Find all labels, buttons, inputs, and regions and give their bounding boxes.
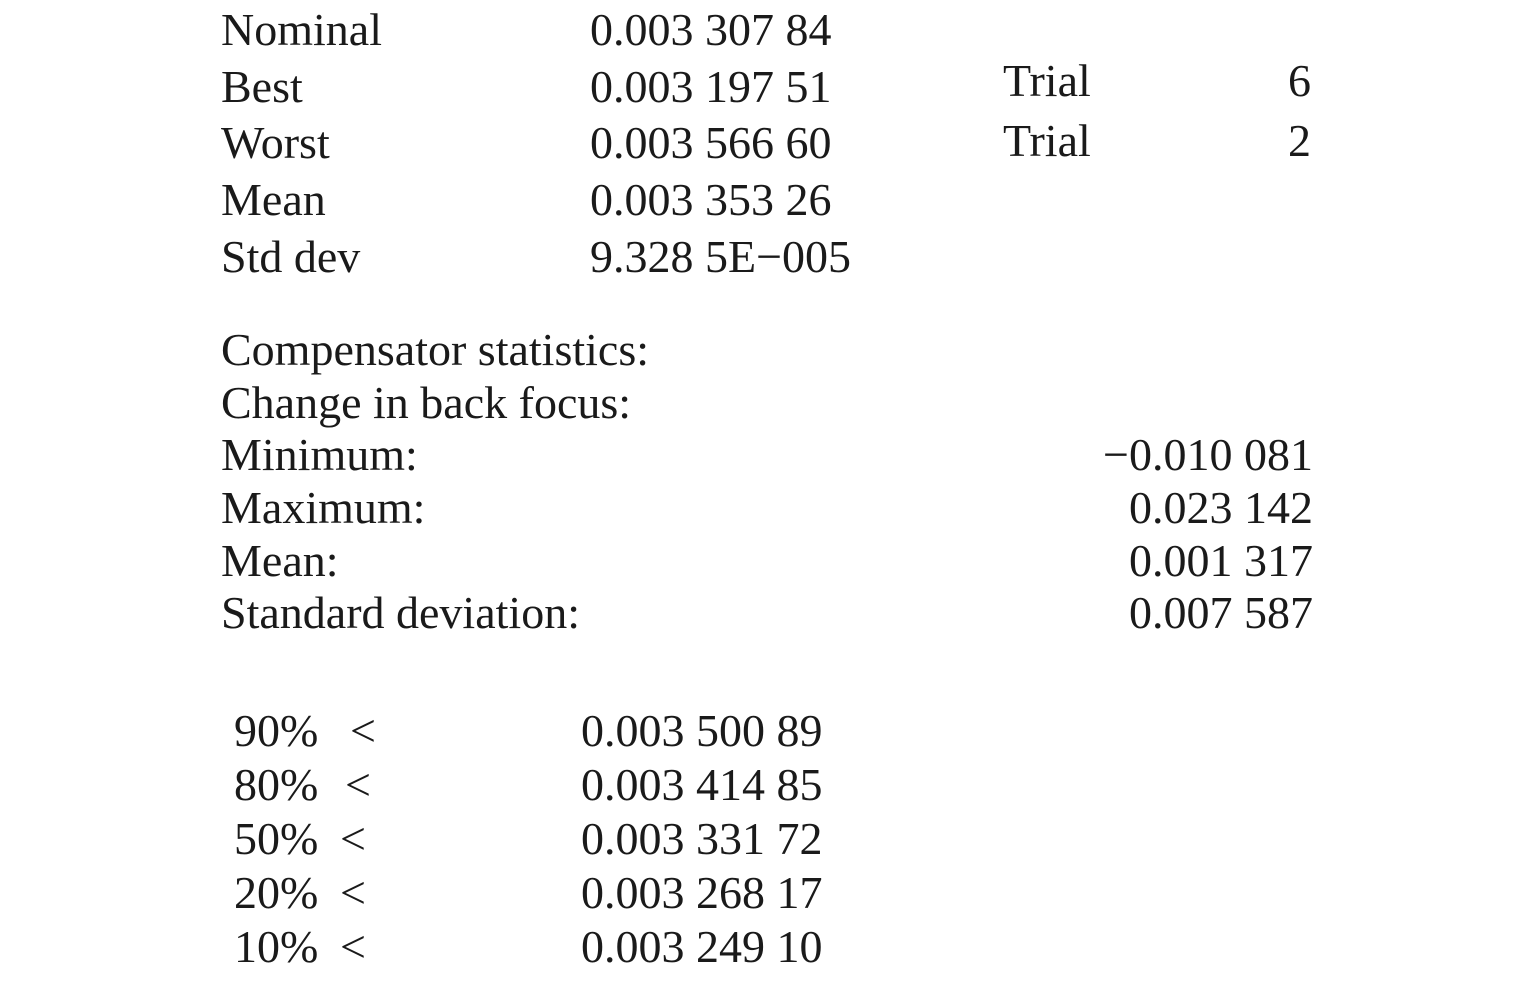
- compensator-heading: Compensator statistics:: [221, 324, 650, 375]
- compensator-label-mean: Mean:: [221, 535, 339, 586]
- percentile-value-80: 0.003 414 85: [581, 759, 823, 810]
- compensator-value-minimum: −0.010 081: [1103, 429, 1313, 480]
- percentile-symbol-20: <: [340, 867, 366, 918]
- percentile-symbol-10: <: [340, 921, 366, 972]
- stat-value-nominal: 0.003 307 84: [590, 4, 832, 55]
- stat-trial-number-worst: 2: [1288, 115, 1311, 166]
- percentile-symbol-80: <: [345, 759, 371, 810]
- percentile-value-50: 0.003 331 72: [581, 813, 823, 864]
- stat-value-std-dev: 9.328 5E−005: [590, 231, 852, 282]
- percentile-label-50: 50%: [234, 813, 319, 864]
- compensator-label-minimum: Minimum:: [221, 429, 418, 480]
- compensator-label-maximum: Maximum:: [221, 482, 426, 533]
- compensator-label-std-dev: Standard deviation:: [221, 587, 580, 638]
- stat-trial-label-best: Trial: [1003, 55, 1091, 106]
- compensator-subheading: Change in back focus:: [221, 377, 632, 428]
- stat-label-std-dev: Std dev: [221, 231, 361, 282]
- percentile-label-80: 80%: [234, 759, 319, 810]
- percentile-symbol-50: <: [340, 813, 366, 864]
- compensator-value-mean: 0.001 317: [1129, 535, 1313, 586]
- stat-label-mean: Mean: [221, 174, 326, 225]
- percentile-label-10: 10%: [234, 921, 319, 972]
- stat-label-worst: Worst: [221, 117, 330, 168]
- compensator-value-maximum: 0.023 142: [1129, 482, 1313, 533]
- percentile-value-20: 0.003 268 17: [581, 867, 823, 918]
- stat-label-best: Best: [221, 61, 303, 112]
- stat-value-worst: 0.003 566 60: [590, 117, 832, 168]
- stat-trial-number-best: 6: [1288, 55, 1311, 106]
- stat-value-best: 0.003 197 51: [590, 61, 832, 112]
- percentile-value-10: 0.003 249 10: [581, 921, 823, 972]
- percentile-label-20: 20%: [234, 867, 319, 918]
- stat-label-nominal: Nominal: [221, 4, 382, 55]
- percentile-value-90: 0.003 500 89: [581, 705, 823, 756]
- compensator-value-std-dev: 0.007 587: [1129, 587, 1313, 638]
- percentile-label-90: 90%: [234, 705, 319, 756]
- percentile-symbol-90: <: [350, 705, 376, 756]
- stat-trial-label-worst: Trial: [1003, 115, 1091, 166]
- stat-value-mean: 0.003 353 26: [590, 174, 832, 225]
